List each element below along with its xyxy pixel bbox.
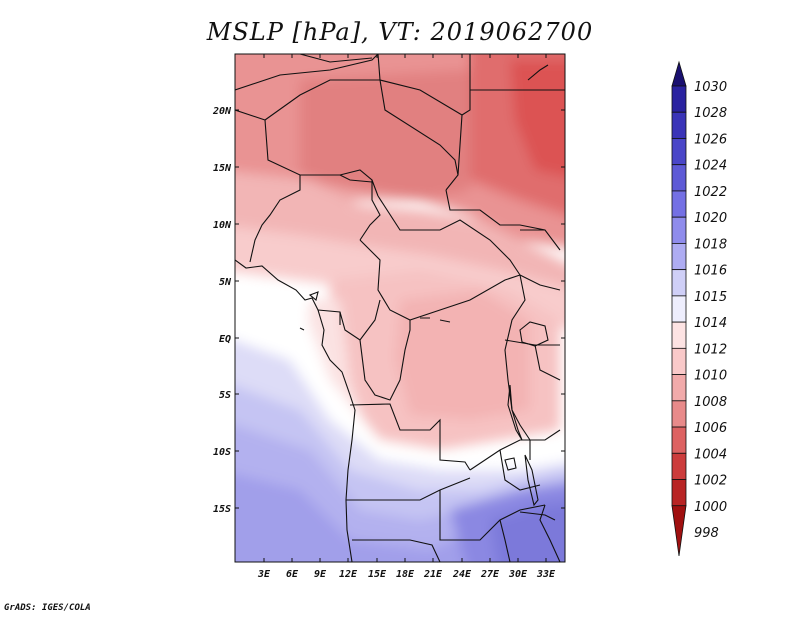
pressure-field <box>235 54 565 562</box>
lat-tick: 15N <box>213 163 232 174</box>
lat-tick: 5N <box>219 277 232 288</box>
colorbar-swatch <box>671 426 687 454</box>
lon-tick: 33E <box>536 569 556 580</box>
colorbar-swatch <box>671 505 687 557</box>
lat-tick: 5S <box>219 390 231 401</box>
colorbar-swatch <box>671 295 687 323</box>
colorbar-label: 1026 <box>694 132 727 147</box>
colorbar-swatch <box>671 479 687 507</box>
colorbar-swatch <box>671 60 687 87</box>
colorbar-swatch <box>671 164 687 192</box>
colorbar-label: 1028 <box>694 106 727 121</box>
colorbar-swatch <box>671 138 687 166</box>
colorbar-label: 1004 <box>694 447 727 462</box>
lon-tick: 30E <box>508 569 528 580</box>
colorbar-label: 1014 <box>694 316 727 331</box>
lat-tick: EQ <box>219 334 231 345</box>
lon-tick: 12E <box>339 569 358 580</box>
colorbar-label: 1000 <box>694 500 727 515</box>
colorbar-swatch <box>671 85 687 113</box>
colorbar-label: 1020 <box>694 211 727 226</box>
colorbar-swatch <box>671 190 687 218</box>
colorbar-swatch <box>671 347 687 375</box>
colorbar-label: 1015 <box>694 290 727 305</box>
colorbar-swatch <box>671 400 687 428</box>
colorbar-swatch <box>671 321 687 349</box>
colorbar-label: 1002 <box>694 474 727 489</box>
colorbar-label: 1008 <box>694 395 727 410</box>
colorbar-swatch <box>671 111 687 139</box>
lon-tick: 21E <box>423 569 443 580</box>
colorbar-swatch <box>671 216 687 244</box>
lat-tick: 15S <box>213 504 231 515</box>
lat-tick: 10N <box>213 220 232 231</box>
lon-axis: 3E 6E 9E 12E 15E 18E 21E 24E 27E 30E 33E <box>257 54 556 580</box>
colorbar-swatch <box>671 374 687 402</box>
colorbar-label: 1006 <box>694 421 727 436</box>
colorbar-label: 998 <box>694 526 719 541</box>
lon-tick: 3E <box>257 569 271 580</box>
lon-tick: 6E <box>286 569 299 580</box>
colorbar-label: 1012 <box>694 342 727 357</box>
grads-credit: GrADS: IGES/COLA <box>4 603 91 613</box>
colorbar: 1030 1028 1026 1024 1022 1020 1018 1016 1015 1014… <box>671 60 727 557</box>
colorbar-label: 1030 <box>694 80 727 95</box>
colorbar-label: 1022 <box>694 185 727 200</box>
lat-tick: 10S <box>213 447 231 458</box>
lon-tick: 15E <box>368 569 387 580</box>
lon-tick: 24E <box>452 569 472 580</box>
colorbar-label: 1024 <box>694 159 727 174</box>
colorbar-swatch <box>671 452 687 480</box>
lat-tick: 20N <box>212 106 232 117</box>
lon-tick: 9E <box>314 569 327 580</box>
map-frame <box>234 53 566 563</box>
colorbar-swatch <box>671 243 687 271</box>
colorbar-label: 1010 <box>694 369 727 384</box>
colorbar-label: 1016 <box>694 264 727 279</box>
lon-tick: 27E <box>480 569 500 580</box>
map-title: MSLP [hPa], VT: 2019062700 <box>206 18 594 46</box>
lat-axis: 20N 15N 10N 5N EQ 5S 10S 15S <box>212 106 565 515</box>
lon-tick: 18E <box>396 569 415 580</box>
colorbar-swatch <box>671 269 687 297</box>
colorbar-label: 1018 <box>694 237 727 252</box>
